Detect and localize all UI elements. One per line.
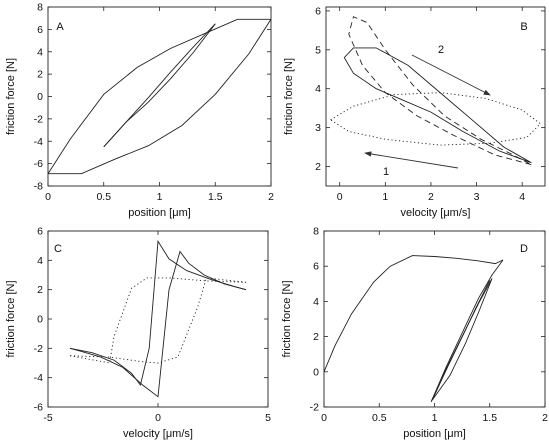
arrow-1 xyxy=(364,151,459,169)
y-tick-label: 0 xyxy=(313,366,319,378)
panel-a: 0 0.5 1 1.5 2 -8 -6 -4 -2 0 2 4 6 8 position [μm] frict… xyxy=(5,2,274,220)
y-axis-label: friction force [N] xyxy=(5,58,17,135)
series-line-dashed xyxy=(348,16,532,166)
series-line-solid xyxy=(103,23,216,148)
panel-letter: A xyxy=(56,21,64,33)
y-tick-label: 0 xyxy=(37,91,43,103)
x-tick-label: 0.5 xyxy=(96,191,111,203)
y-tick-label: -4 xyxy=(34,372,43,384)
series-line-solid xyxy=(323,255,504,372)
y-tick-label: -8 xyxy=(34,181,43,193)
arrow-2 xyxy=(411,54,491,96)
y-tick-label: 8 xyxy=(313,226,319,238)
x-tick-label: 2 xyxy=(428,191,434,203)
y-axis-label: friction force [N] xyxy=(281,280,293,357)
x-tick-label: 1 xyxy=(382,191,388,203)
plot-frame xyxy=(323,230,546,408)
series-line-solid xyxy=(69,239,247,387)
y-tick-label: -4 xyxy=(34,136,43,148)
y-tick-label: 2 xyxy=(37,284,43,296)
x-tick-label: 2 xyxy=(542,412,548,424)
x-tick-label: 0 xyxy=(155,412,161,424)
annotation-label: 2 xyxy=(438,44,444,56)
x-tick-label: 2 xyxy=(268,191,274,203)
series-line-solid xyxy=(69,250,247,398)
y-tick-label: 2 xyxy=(37,69,43,81)
x-tick-label: 0 xyxy=(45,191,51,203)
y-tick-label: -2 xyxy=(310,402,319,414)
plot-frame xyxy=(47,230,269,408)
y-tick-label: -2 xyxy=(34,113,43,125)
y-tick-label: 4 xyxy=(37,46,43,58)
x-tick-label: 5 xyxy=(265,412,271,424)
y-tick-label: 0 xyxy=(37,314,43,326)
plot-frame xyxy=(325,6,546,187)
y-tick-label: 6 xyxy=(313,261,319,273)
x-tick-label: 1.5 xyxy=(208,191,223,203)
panel-letter: B xyxy=(520,21,527,33)
x-tick-label: 0 xyxy=(337,191,343,203)
x-tick-label: 1.5 xyxy=(482,412,497,424)
panel-letter: C xyxy=(54,243,62,255)
x-tick-label: 1 xyxy=(157,191,163,203)
y-tick-label: 4 xyxy=(313,296,319,308)
x-tick-label: 4 xyxy=(519,191,525,203)
x-axis-label: position [μm] xyxy=(403,428,466,440)
y-tick-label: -2 xyxy=(34,343,43,355)
x-tick-label: 0 xyxy=(321,412,327,424)
series-line-solid xyxy=(343,47,532,164)
annotation-label: 1 xyxy=(383,166,389,178)
x-tick-label: 0.5 xyxy=(372,412,387,424)
y-tick-label: 4 xyxy=(37,255,43,267)
y-axis-label: friction force [N] xyxy=(283,58,295,135)
y-tick-label: 5 xyxy=(315,44,321,56)
series-line-solid xyxy=(430,259,504,402)
y-tick-label: 2 xyxy=(313,331,319,343)
y-tick-label: -6 xyxy=(34,158,43,170)
y-tick-label: 2 xyxy=(315,161,321,173)
x-axis-label: velocity [μm/s] xyxy=(401,207,471,219)
y-tick-label: 4 xyxy=(315,83,321,95)
series-line-solid xyxy=(431,280,491,401)
panel-c: -5 0 5 -6 -4 -2 0 2 4 6 velocity [μm/s] friction fo… xyxy=(5,226,271,441)
series-line-solid xyxy=(47,18,271,174)
y-tick-label: 3 xyxy=(315,122,321,134)
y-tick-label: 6 xyxy=(37,24,43,36)
x-tick-label: 1 xyxy=(432,412,438,424)
x-tick-label: 3 xyxy=(474,191,480,203)
y-tick-label: 6 xyxy=(37,226,43,238)
y-tick-label: -6 xyxy=(34,402,43,414)
y-tick-label: 8 xyxy=(37,2,43,14)
series-line-dotted xyxy=(330,92,542,146)
series-line-solid xyxy=(431,278,493,401)
series-line-solid xyxy=(48,19,272,175)
y-tick-label: 6 xyxy=(315,5,321,17)
panel-b: 0 1 2 3 4 2 3 4 5 6 velocity [μm/s] friction force … xyxy=(283,5,546,219)
x-axis-label: velocity [μm/s] xyxy=(123,428,193,440)
y-axis-label: friction force [N] xyxy=(5,280,17,357)
x-tick-label: -5 xyxy=(43,412,52,424)
series-line-dotted xyxy=(69,277,247,364)
panel-letter: D xyxy=(520,243,528,255)
series-line-dotted xyxy=(69,277,247,364)
x-axis-label: position [μm] xyxy=(128,207,191,219)
plot-frame xyxy=(47,6,272,187)
